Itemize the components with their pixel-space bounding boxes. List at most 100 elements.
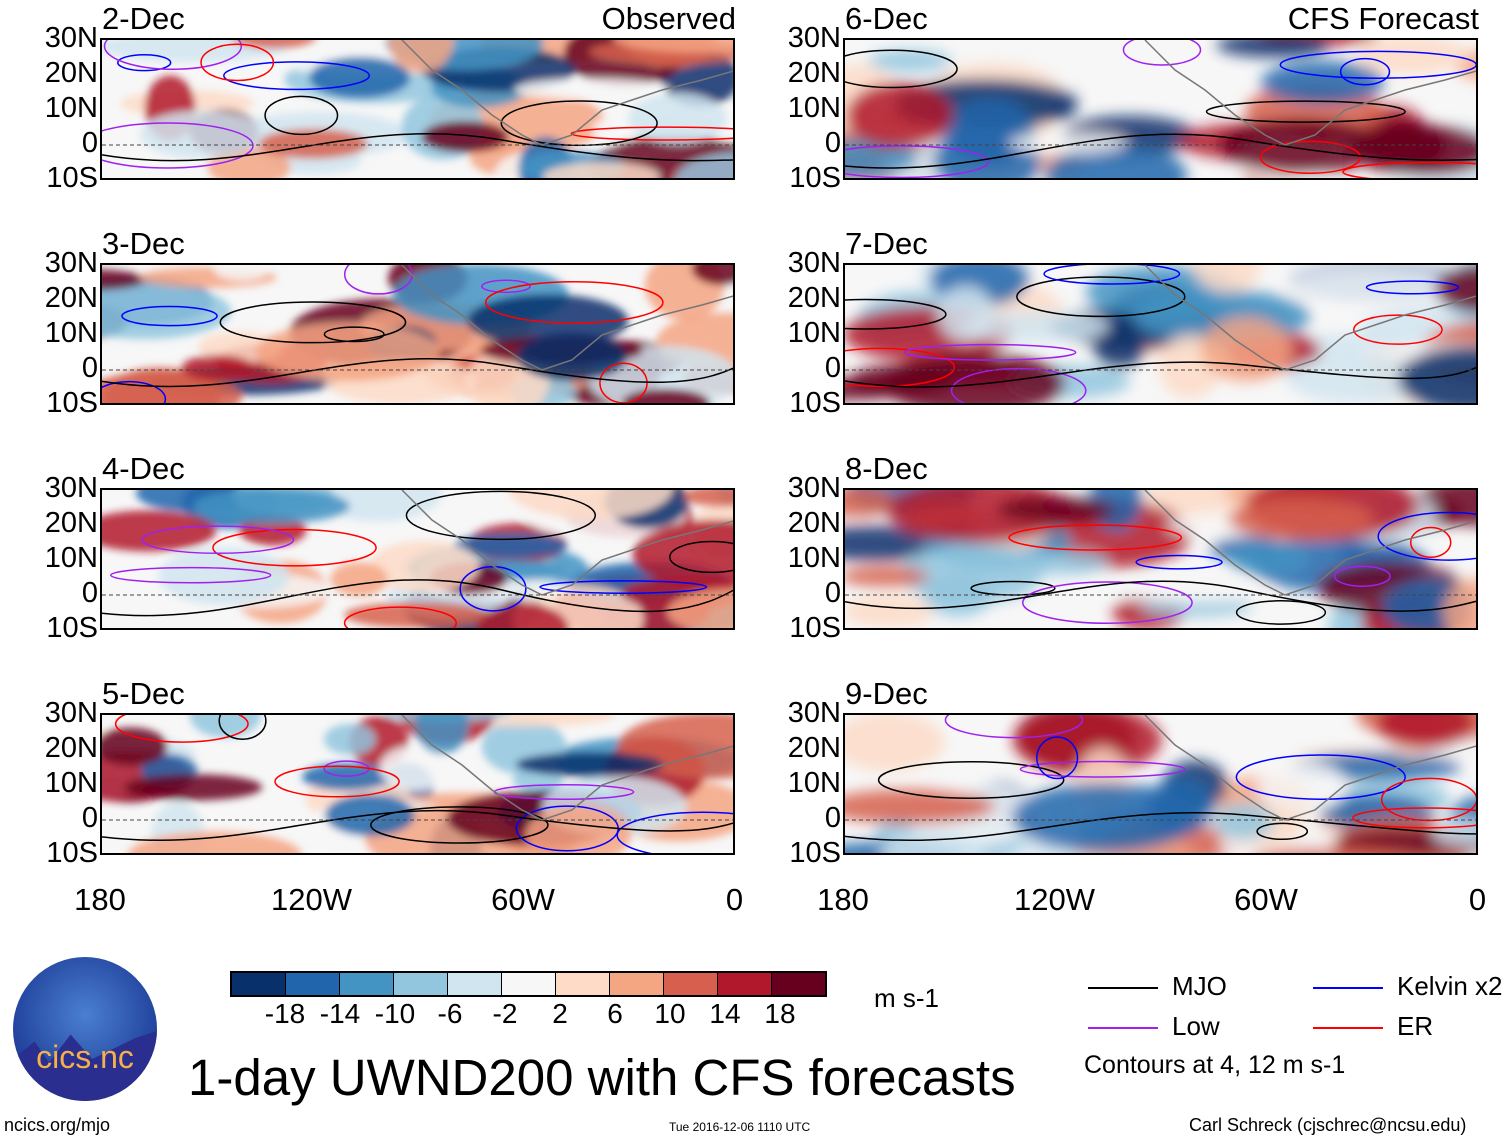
mjo-contour: [102, 133, 733, 162]
wind-anomaly-blob: [1216, 40, 1331, 58]
contour-line: [1016, 276, 1186, 318]
lat-label: 0: [824, 352, 841, 384]
colorbar-swatch: [664, 973, 718, 995]
wind-anomaly-blob: [846, 81, 954, 150]
colorbar-tick-label: 10: [654, 998, 686, 1029]
map-panel: [843, 713, 1478, 855]
lat-label: 0: [824, 577, 841, 609]
contour-line: [1333, 565, 1391, 587]
contour-line: [121, 305, 218, 327]
colorbar-tick-label: 18: [764, 998, 796, 1029]
colorbar-swatch: [772, 973, 825, 995]
contour-line: [1043, 265, 1181, 285]
lat-label: 10S: [46, 387, 98, 419]
contour-line: [1019, 760, 1186, 778]
legend-label: Low: [1172, 1011, 1220, 1041]
wind-anomaly-blob: [1147, 777, 1215, 834]
lat-label: 10S: [789, 387, 841, 419]
map-panel: [100, 713, 735, 855]
colorbar-tick-label: -10: [374, 998, 416, 1029]
mjo-contour: [102, 809, 733, 842]
wind-anomaly-blob: [1283, 265, 1461, 309]
wind-anomaly-blob: [476, 602, 570, 628]
coastline: [401, 490, 733, 596]
colorbar-tick-label: 14: [709, 998, 741, 1029]
wind-anomaly-blob: [369, 540, 480, 593]
wind-anomaly-blob: [421, 121, 509, 153]
lon-label: 0: [1468, 882, 1487, 917]
panel-date-label: 4-Dec: [102, 451, 185, 486]
wind-anomaly-blob: [845, 490, 895, 518]
lat-label: 30N: [44, 247, 98, 279]
footer-link[interactable]: ncics.org/mjo: [4, 1115, 111, 1135]
coastline: [401, 40, 733, 146]
contour-line: [845, 347, 956, 388]
contour-line: [539, 580, 708, 594]
map-panel: [843, 38, 1478, 180]
colorbar-tick-label: -2: [492, 998, 518, 1029]
contour-line: [343, 606, 457, 628]
lat-label: 20N: [44, 507, 98, 539]
contour-line: [1259, 140, 1362, 174]
lat-label: 10N: [787, 92, 841, 124]
contour-line: [110, 566, 272, 584]
lat-label: 30N: [787, 22, 841, 54]
wind-anomaly-blob: [158, 547, 290, 605]
colorbar-units: m s-1: [874, 983, 939, 1013]
contour-line: [484, 280, 664, 324]
colorbar-tick-label: 2: [552, 998, 568, 1029]
contour-line: [1008, 524, 1183, 551]
wind-anomaly-blob: [1219, 118, 1384, 174]
wind-anomaly-blob: [1044, 144, 1188, 178]
wind-anomaly-blob: [330, 562, 388, 597]
colorbar: [230, 971, 827, 997]
colorbar-tick-label: -6: [437, 998, 463, 1029]
contour-line: [1339, 57, 1391, 86]
panel-date-label: 2-Dec: [102, 1, 185, 36]
wind-anomaly-blob: [102, 727, 168, 766]
legend-label: ER: [1397, 1011, 1434, 1041]
coastline: [1144, 40, 1476, 146]
contour-line: [1235, 754, 1406, 800]
wind-anomaly-blob: [960, 311, 1110, 343]
observed-label: Observed: [601, 1, 736, 36]
wind-anomaly-blob: [845, 715, 945, 772]
colorbar-swatch: [718, 973, 772, 995]
wind-anomaly-blob: [102, 269, 146, 291]
colorbar-swatch: [394, 973, 448, 995]
contour-line: [114, 715, 249, 743]
lon-label: 180: [74, 882, 126, 917]
contour-line: [218, 715, 267, 741]
contour-line: [405, 490, 597, 541]
contour-line: [1377, 511, 1476, 561]
lat-label: 0: [824, 802, 841, 834]
lat-label: 20N: [787, 282, 841, 314]
contour-line: [903, 343, 1077, 361]
contour-line: [1353, 314, 1443, 345]
mjo-contour: [845, 133, 1476, 169]
contour-note: Contours at 4, 12 m s-1: [1084, 1051, 1346, 1079]
lat-label: 10S: [46, 162, 98, 194]
contour-line: [219, 301, 407, 344]
wind-anomaly-blob: [1355, 40, 1469, 74]
lon-label: 0: [725, 882, 744, 917]
map-panel: [100, 263, 735, 405]
wind-anomaly-blob: [1260, 60, 1385, 104]
colorbar-tick-label: 6: [607, 998, 623, 1029]
lat-label: 0: [81, 352, 98, 384]
lat-label: 20N: [44, 282, 98, 314]
map-panel: [843, 488, 1478, 630]
wind-anomaly-blob: [1259, 847, 1408, 853]
wind-anomaly-blob: [868, 49, 952, 72]
lat-label: 10N: [44, 92, 98, 124]
coastline: [1144, 715, 1476, 821]
wind-anomaly-blob: [1200, 316, 1292, 382]
lat-label: 0: [81, 802, 98, 834]
lat-label: 0: [81, 127, 98, 159]
wind-anomaly-blob: [1377, 715, 1474, 750]
contour-line: [845, 49, 958, 89]
lat-label: 30N: [44, 697, 98, 729]
author-credit: Carl Schreck (cjschrec@ncsu.edu): [1189, 1115, 1467, 1135]
wind-anomaly-blob: [193, 490, 350, 524]
